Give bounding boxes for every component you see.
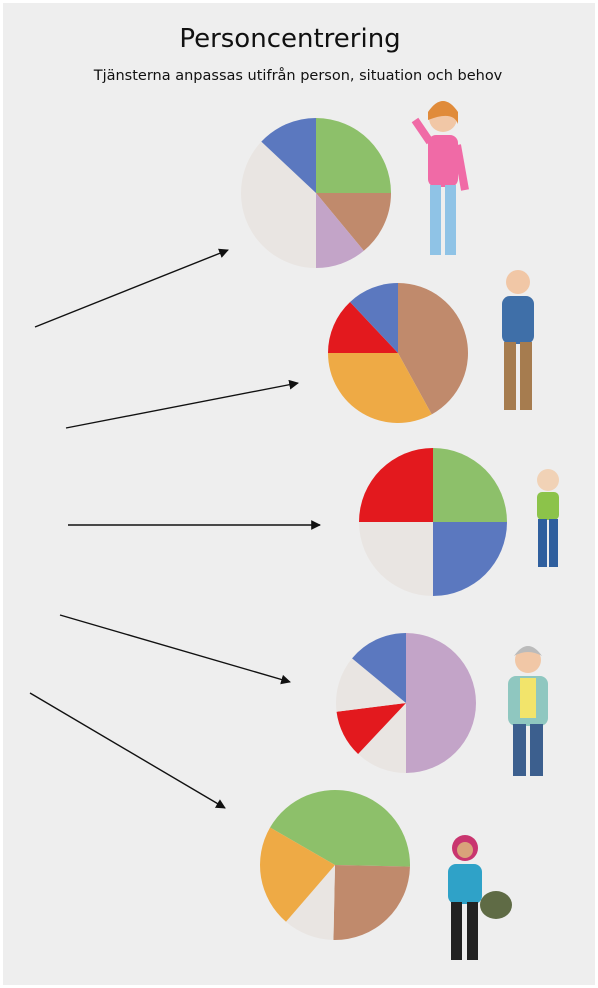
pie-slice [327, 353, 432, 423]
pie-slice [328, 301, 398, 353]
arrow [34, 248, 229, 328]
pie-slice [358, 703, 406, 773]
pie-slice [433, 522, 507, 596]
pie-slice [316, 118, 391, 193]
figure-woman-hijab [448, 835, 512, 960]
arrow [59, 614, 291, 685]
pie-slice [260, 827, 335, 922]
subtitle: Tjänsterna anpassas utifrån person, situ… [93, 67, 503, 84]
arrows [29, 248, 321, 809]
pie-slice [316, 193, 364, 268]
figure-woman [411, 101, 469, 255]
pie-slice [336, 703, 406, 755]
pie-slice [433, 448, 507, 522]
pie-slice [316, 193, 391, 251]
arrow [65, 379, 299, 429]
arrow [29, 692, 226, 809]
pie-slice [336, 658, 406, 712]
pie-slice [285, 865, 335, 940]
pie-slice [359, 448, 433, 522]
figure-elderly-woman [508, 646, 548, 776]
title: Personcentrering [179, 24, 400, 54]
pie-slice [241, 141, 316, 268]
pie-slice [350, 283, 398, 353]
pie-slice [406, 633, 476, 773]
pie-slice [352, 633, 406, 703]
pie-slice [261, 118, 316, 193]
figure-child [537, 469, 559, 567]
pie-slice [398, 283, 468, 415]
pie-slice [333, 865, 410, 941]
pie-slice [270, 790, 410, 867]
figure-man [502, 270, 534, 410]
pie-slice [359, 522, 433, 596]
